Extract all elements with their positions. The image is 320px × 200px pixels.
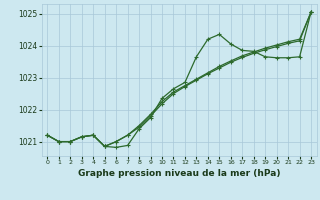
- X-axis label: Graphe pression niveau de la mer (hPa): Graphe pression niveau de la mer (hPa): [78, 169, 280, 178]
